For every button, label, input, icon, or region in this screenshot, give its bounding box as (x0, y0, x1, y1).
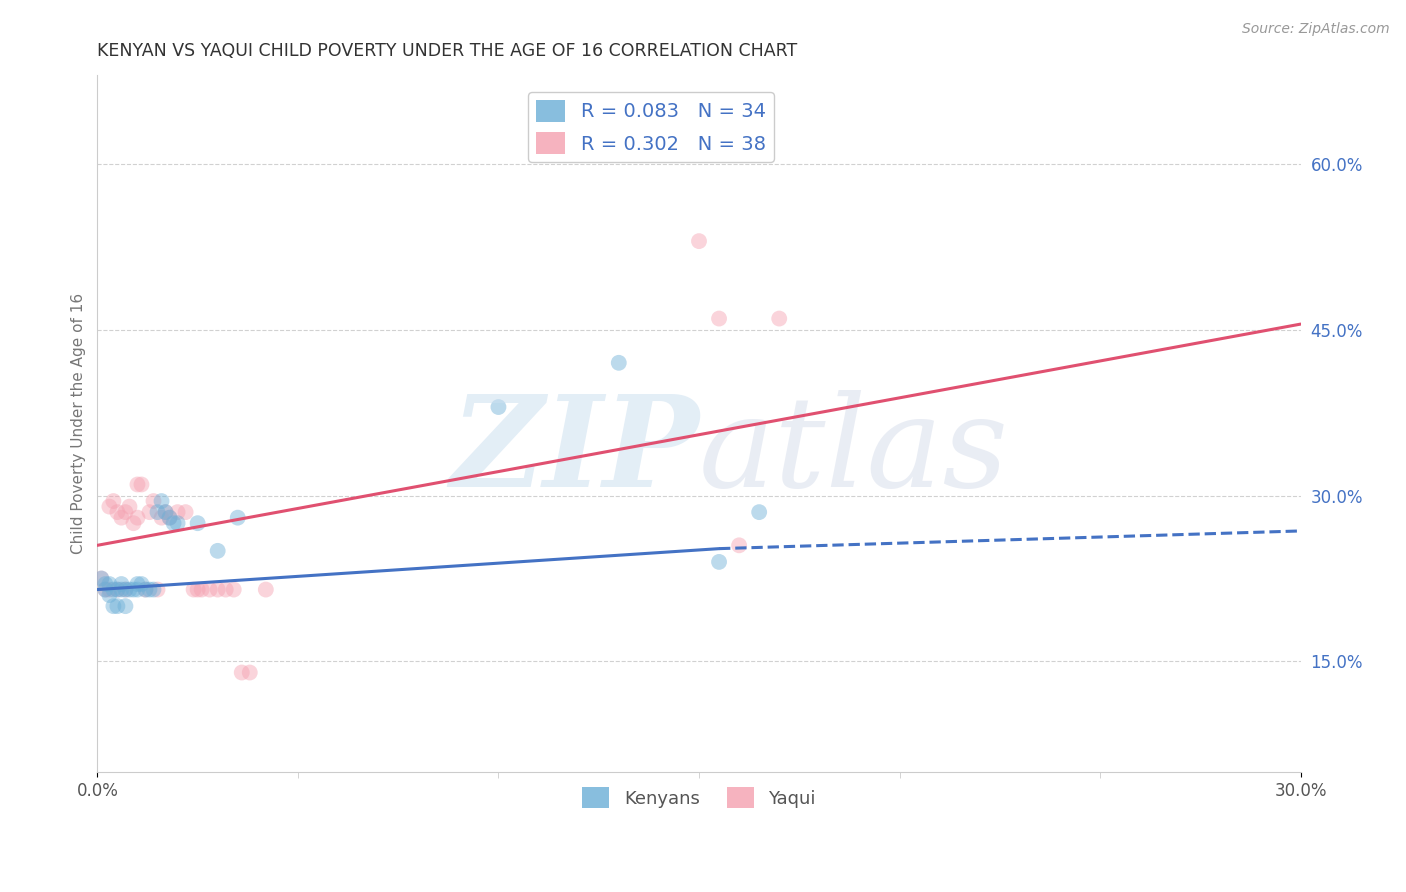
Point (103, 582, 125, 597)
Text: ZIP: ZIP (450, 390, 699, 513)
Point (131, 577, 153, 591)
Point (107, 505, 129, 519)
Point (107, 582, 129, 597)
Point (150, 494, 173, 508)
Point (110, 577, 132, 591)
Point (150, 510, 173, 524)
Point (98, 588, 121, 602)
Point (728, 538, 751, 552)
Point (146, 505, 169, 519)
Point (127, 577, 149, 591)
Point (155, 505, 177, 519)
Point (138, 505, 160, 519)
Point (198, 582, 221, 597)
Point (122, 516, 145, 531)
Point (207, 544, 229, 558)
Point (114, 505, 136, 519)
Point (114, 599, 136, 614)
Y-axis label: Child Poverty Under the Age of 16: Child Poverty Under the Age of 16 (72, 293, 86, 554)
Point (98, 577, 121, 591)
Point (688, 234, 710, 248)
Point (134, 582, 156, 597)
Point (90, 572, 112, 586)
Point (155, 505, 177, 519)
Point (122, 582, 145, 597)
Point (707, 555, 730, 569)
Point (254, 582, 277, 597)
Point (127, 582, 149, 597)
Point (127, 510, 149, 524)
Point (103, 599, 125, 614)
Point (215, 582, 238, 597)
Point (94, 577, 117, 591)
Point (98, 500, 121, 514)
Point (166, 505, 188, 519)
Point (239, 665, 262, 680)
Point (94, 582, 117, 597)
Point (187, 516, 209, 531)
Point (114, 582, 136, 597)
Point (231, 665, 253, 680)
Point (138, 582, 160, 597)
Point (207, 582, 229, 597)
Point (159, 510, 181, 524)
Point (146, 582, 169, 597)
Point (103, 494, 125, 508)
Point (94, 582, 117, 597)
Text: KENYAN VS YAQUI CHILD POVERTY UNDER THE AGE OF 16 CORRELATION CHART: KENYAN VS YAQUI CHILD POVERTY UNDER THE … (97, 42, 797, 60)
Point (162, 516, 184, 531)
Point (114, 582, 136, 597)
Point (768, 311, 790, 326)
Point (107, 599, 129, 614)
Point (222, 582, 245, 597)
Legend: Kenyans, Yaqui: Kenyans, Yaqui (575, 780, 823, 815)
Point (98, 582, 121, 597)
Point (707, 311, 730, 326)
Point (142, 582, 165, 597)
Point (142, 494, 165, 508)
Point (118, 500, 141, 514)
Point (118, 582, 141, 597)
Text: Source: ZipAtlas.com: Source: ZipAtlas.com (1241, 22, 1389, 37)
Point (607, 356, 630, 370)
Point (226, 510, 249, 524)
Point (190, 582, 212, 597)
Point (488, 400, 510, 414)
Point (166, 516, 188, 531)
Point (134, 582, 156, 597)
Point (159, 510, 181, 524)
Point (110, 582, 132, 597)
Point (183, 582, 205, 597)
Point (110, 510, 132, 524)
Point (131, 477, 153, 491)
Text: atlas: atlas (699, 390, 1010, 513)
Point (187, 582, 209, 597)
Point (748, 505, 770, 519)
Point (107, 582, 129, 597)
Point (174, 505, 197, 519)
Point (90, 572, 112, 586)
Point (127, 477, 149, 491)
